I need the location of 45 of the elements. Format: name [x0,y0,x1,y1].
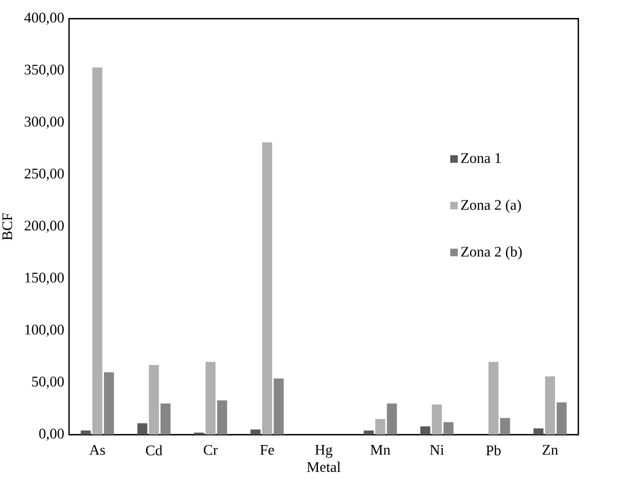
bar [364,430,374,435]
legend-label: Zona 1 [461,153,501,164]
y-tick-label: 150,00 [25,272,64,285]
bar [375,419,386,435]
bar [274,378,284,435]
x-tick-label: Cd [146,445,162,456]
y-tick-label: 300,00 [24,116,64,129]
y-tick-label: 0,00 [39,428,64,441]
bar [262,142,272,435]
y-tick-label: 200,00 [24,220,64,233]
x-tick-label: Zn [542,445,558,455]
bar [104,372,114,435]
x-tick-label: Mn [370,445,390,455]
bar [488,362,498,435]
bar [420,426,430,435]
bar [217,400,228,435]
bar [137,423,148,435]
x-tick-label: As [89,445,105,455]
y-tick-label: 250,00 [24,168,64,181]
bar [386,403,397,435]
bar [92,68,102,435]
bar [545,376,556,435]
bar [500,418,510,435]
bar [160,403,171,435]
bar [250,429,261,435]
bar [443,422,454,435]
bar [556,402,567,435]
x-tick-label: Hg [315,445,332,458]
y-tick-label: 50,00 [32,376,64,389]
bar [533,428,544,435]
bar [148,364,159,435]
y-tick-label: 400,00 [24,12,64,25]
legend-label: Zona 2 (a) [461,200,521,213]
x-axis-title: Metal [307,462,341,472]
bar [432,404,442,435]
x-tick-label: Ni [430,445,444,455]
x-tick-label: Cr [204,445,218,455]
y-axis-title: BCF [2,213,12,240]
bar [80,430,91,435]
x-tick-label: Pb [486,445,501,456]
x-tick-label: Fe [260,445,274,455]
y-tick-label: 350,00 [24,64,64,77]
bar [206,362,216,435]
legend-label: Zona 2 (b) [461,246,522,260]
y-tick-label: 100,00 [25,324,64,337]
